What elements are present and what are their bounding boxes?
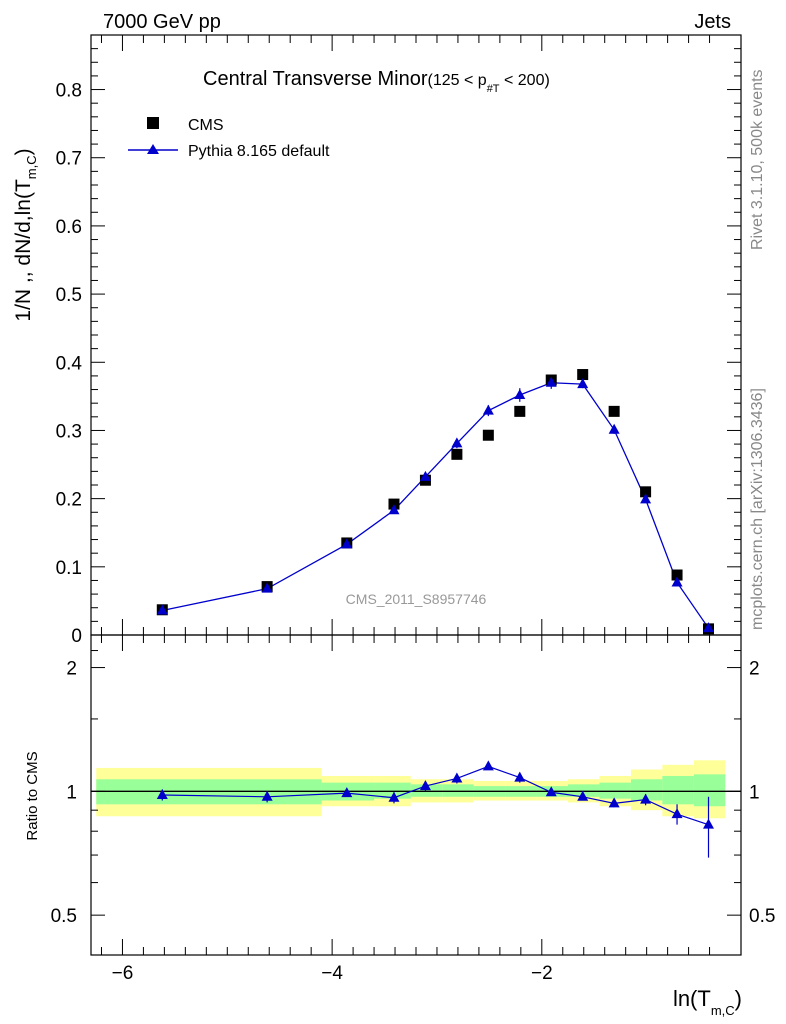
- cms-data-point: [388, 498, 400, 510]
- ratio-point: [640, 793, 652, 804]
- ratio-y-ticks: 0.5 0.5 1 1 2 2: [51, 650, 775, 927]
- ratio-point: [514, 771, 526, 782]
- mc-data-point: [577, 378, 589, 389]
- ratio-point: [545, 786, 557, 797]
- y-tick-label: 0.8: [56, 81, 82, 102]
- ratio-inner-band: [693, 774, 726, 807]
- legend-mc-label: Pythia 8.165 default: [188, 143, 330, 160]
- mc-data-point: [451, 437, 463, 448]
- x-tick-label: −6: [112, 963, 134, 984]
- mc-data-point: [156, 604, 168, 615]
- y-axis-label-sub: m,C: [24, 155, 39, 179]
- y-tick-label: 0.4: [56, 353, 83, 374]
- ratio-tick-label: 0.5: [51, 906, 77, 927]
- mc-data-point: [482, 404, 494, 415]
- main-plot-content: [156, 369, 714, 635]
- main-y-ticks: 0 0.1 0.2 0.3 0.4 0.5 0.6 0.7 0.8: [56, 48, 741, 647]
- cms-data-point: [451, 448, 463, 460]
- chart-title-range-end: < 200): [500, 72, 550, 89]
- cms-data-point: [482, 429, 494, 441]
- main-x-ticks: [100, 35, 711, 643]
- category-label: Jets: [694, 11, 731, 33]
- cms-data-point: [671, 569, 683, 581]
- y-tick-label: 0: [71, 626, 82, 647]
- ratio-point: [608, 797, 620, 808]
- chart-title-main: Central Transverse Minor: [203, 68, 428, 90]
- ratio-point: [419, 780, 431, 791]
- source-label: mcplots.cern.ch [arXiv:1306.3436]: [749, 388, 766, 630]
- ratio-mc-line: [162, 765, 709, 826]
- cms-data-point: [514, 405, 526, 417]
- ratio-point: [671, 808, 683, 819]
- ratio-point: [703, 818, 714, 829]
- ratio-point: [482, 760, 494, 771]
- x-axis-label-main: ln(T: [673, 986, 711, 1011]
- cms-data-point: [608, 405, 620, 417]
- ratio-point: [451, 772, 463, 783]
- chart-title-sub: #T: [487, 83, 500, 95]
- y-axis-label: 1/N ,, dN/d,ln(Tm,C): [12, 148, 39, 321]
- ratio-x-ticks: −6 −4 −2: [100, 635, 711, 984]
- x-tick-label: −2: [531, 963, 553, 984]
- mc-data-point: [341, 538, 353, 549]
- ratio-point: [341, 787, 353, 798]
- ratio-inner-band: [410, 784, 443, 797]
- cms-data-point: [577, 369, 589, 381]
- mc-data-point: [261, 582, 273, 593]
- x-axis-label-end: ): [735, 986, 742, 1011]
- cms-data-point: [640, 486, 652, 498]
- y-tick-label: 0.5: [56, 285, 82, 306]
- y-tick-label: 0.3: [56, 421, 82, 442]
- ratio-plot-content: [91, 760, 741, 858]
- ratio-point: [261, 790, 273, 801]
- ratio-point: [388, 791, 400, 802]
- ratio-inner-band: [442, 784, 474, 797]
- y-axis-label-end: ): [12, 148, 35, 155]
- ratio-point: [156, 788, 168, 799]
- legend-mc-marker: [147, 144, 159, 154]
- ratio-inner-band: [568, 784, 600, 797]
- y-tick-label: 0.6: [56, 217, 82, 238]
- mc-data-point: [514, 389, 526, 399]
- ratio-inner-band: [630, 779, 663, 801]
- mc-data-point: [545, 376, 557, 387]
- chart-title: Central Transverse Minor(125 < p#T < 200…: [203, 68, 550, 95]
- chart-title-range: (125 < p: [428, 72, 487, 89]
- ratio-tick-label-right: 0.5: [749, 906, 775, 927]
- x-tick-label: −4: [321, 963, 343, 984]
- ratio-bands: [96, 760, 726, 819]
- ratio-inner-band: [599, 782, 631, 799]
- y-tick-label: 0.1: [56, 558, 82, 579]
- legend-cms-marker: [147, 117, 159, 129]
- mc-data-point: [419, 470, 431, 481]
- ratio-panel: 0.5 0.5 1 1 2 2 −6 −4 −2: [51, 634, 775, 984]
- y-axis-label-main: 1/N ,, dN/d,ln(T: [12, 179, 35, 322]
- mc-data-point: [608, 423, 620, 434]
- rivet-label: Rivet 3.1.10, 500k events: [749, 69, 766, 250]
- y-tick-label: 0.2: [56, 490, 82, 511]
- ratio-y-axis-label: Ratio to CMS: [24, 751, 41, 840]
- legend-cms-label: CMS: [188, 117, 224, 134]
- mc-data-point: [671, 576, 683, 587]
- ratio-tick-label-right: 2: [749, 659, 760, 680]
- ratio-tick-label-right: 1: [749, 782, 760, 803]
- mc-data-point: [388, 504, 400, 515]
- analysis-watermark: CMS_2011_S8957746: [346, 591, 487, 607]
- ratio-inner-band: [662, 775, 694, 805]
- y-tick-label: 0.7: [56, 149, 82, 170]
- mc-data-point: [640, 493, 652, 504]
- mc-data-point: [703, 622, 714, 633]
- ratio-tick-label: 1: [66, 782, 77, 803]
- legend: CMS Pythia 8.165 default: [128, 117, 330, 160]
- energy-label: 7000 GeV pp: [103, 11, 221, 33]
- x-axis-label: ln(Tm,C): [673, 986, 742, 1018]
- ratio-point: [577, 790, 589, 801]
- x-axis-label-sub: m,C: [711, 1003, 735, 1018]
- ratio-tick-label: 2: [66, 659, 77, 680]
